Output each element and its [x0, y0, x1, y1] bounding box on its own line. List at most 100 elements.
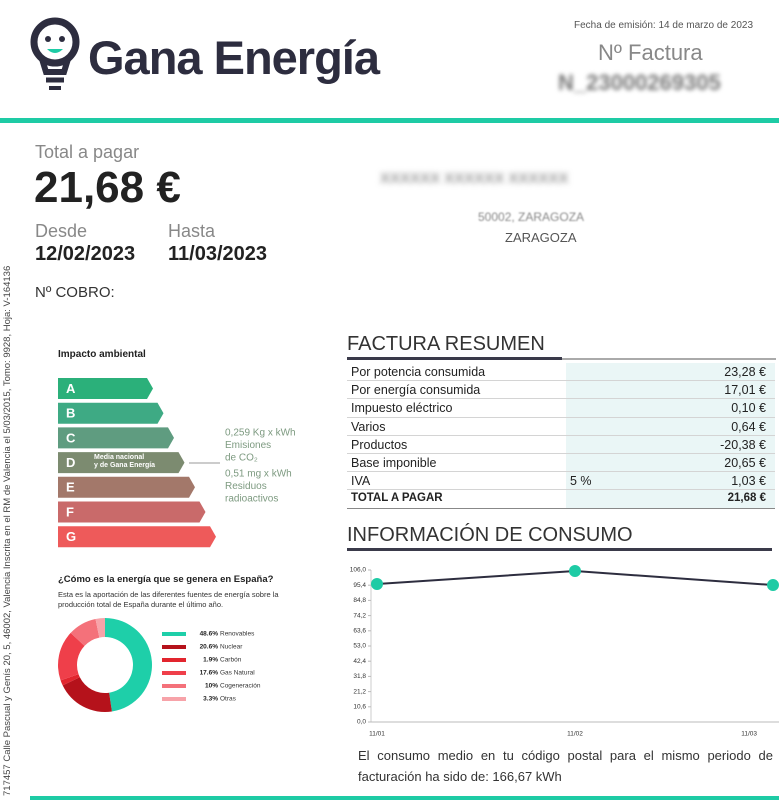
legend-name: Gas Natural	[220, 670, 255, 677]
waste-text: Residuos	[225, 481, 267, 492]
legend-name: Cogeneración	[220, 683, 261, 690]
x-tick-label: 11/01	[369, 731, 385, 738]
from-label: Desde	[35, 221, 88, 241]
rule	[562, 358, 776, 360]
table-row: Varios 0,64 €	[347, 417, 775, 436]
legend-swatch	[162, 697, 186, 701]
environment-title: Impacto ambiental	[58, 349, 146, 360]
logo-icon	[30, 17, 80, 90]
legend-swatch	[162, 645, 186, 649]
row-label: Base imponible	[351, 455, 437, 470]
y-tick-label: 74,2	[353, 612, 366, 619]
row-label: Impuesto eléctrico	[351, 401, 453, 416]
table-row: Base imponible 20,65 €	[347, 453, 775, 473]
row-shade	[566, 490, 775, 508]
consumption-caption: El consumo medio en tu código postal par…	[358, 748, 773, 784]
donut-subtitle: Esta es la aportación de las diferentes …	[58, 590, 279, 609]
summary-title: FACTURA RESUMEN	[347, 333, 545, 355]
donut-title: ¿Cómo es la energía que se genera en Esp…	[58, 574, 274, 585]
row-amount: 0,64 €	[731, 419, 766, 434]
legend-name: Otras	[220, 696, 237, 703]
rating-letter: G	[66, 529, 76, 544]
invoice-number: N_23000269305	[558, 70, 721, 95]
rating-letter: D	[66, 455, 75, 470]
y-tick-label: 53,0	[353, 643, 366, 650]
legend-swatch	[162, 671, 186, 675]
emissions-text: Emisiones	[225, 440, 271, 451]
marker	[371, 578, 383, 591]
legend-value: 10%	[205, 683, 218, 690]
province: ZARAGOZA	[505, 230, 577, 245]
legend-name: Renovables	[220, 631, 255, 638]
row-amount: 17,01 €	[724, 383, 766, 398]
legend-swatch	[162, 658, 186, 662]
rating-letter: B	[66, 406, 75, 421]
to-label: Hasta	[168, 221, 216, 241]
issue-date: Fecha de emisión: 14 de marzo de 2023	[574, 20, 753, 31]
rating-letter: F	[66, 504, 74, 519]
table-row: Impuesto eléctrico 0,10 €	[347, 399, 775, 418]
rule	[347, 548, 772, 551]
consumption-title: INFORMACIÓN DE CONSUMO	[347, 524, 633, 546]
postal-address: 50002, ZARAGOZA	[478, 210, 585, 224]
table-row: Productos -20,38 €	[347, 435, 775, 454]
table-row: Por potencia consumida 23,28 €	[347, 363, 775, 382]
x-tick-label: 11/02	[567, 731, 583, 738]
to-date: 11/03/2023	[168, 243, 267, 265]
y-tick-label: 21,2	[353, 688, 366, 695]
divider	[30, 796, 779, 800]
row-rate: 5 %	[570, 474, 592, 489]
legend-value: 1.9%	[203, 657, 218, 664]
row-amount: 1,03 €	[731, 474, 766, 489]
rating-bar	[58, 402, 164, 424]
row-label: IVA	[351, 474, 371, 489]
row-amount: 23,28 €	[724, 365, 766, 379]
rating-bar	[58, 476, 195, 498]
marker	[569, 565, 581, 578]
row-label: Por energía consumida	[351, 383, 481, 398]
row-amount: 20,65 €	[724, 455, 766, 470]
y-tick-label: 42,4	[353, 658, 366, 665]
line-chart: 0,0 10,6 21,2 31,8 42,4 53,0 63,6 74,2 84,8 95,4 1…	[350, 565, 779, 738]
total-label: Total a pagar	[35, 142, 140, 162]
donut-slice	[105, 618, 152, 712]
row-shade	[566, 417, 775, 435]
invoice-label: Nº Factura	[598, 40, 703, 65]
rating-bar	[58, 501, 206, 523]
legend-value: 17.6%	[200, 670, 219, 677]
row-amount: 0,10 €	[731, 401, 766, 416]
rating-bar	[58, 526, 216, 548]
donut-slice	[58, 632, 85, 681]
table-row: IVA 5 % 1,03 €	[347, 472, 775, 491]
legend-value: 20.6%	[200, 644, 219, 651]
row-shade	[566, 435, 775, 453]
row-shade	[566, 472, 775, 490]
waste-text: 0,51 mg x kWh	[225, 469, 292, 480]
x-tick-label: 11/03	[741, 731, 757, 738]
rating-bar	[58, 378, 153, 399]
average-label: Media nacional	[94, 454, 144, 461]
from-date: 12/02/2023	[35, 243, 136, 265]
table-row: TOTAL A PAGAR 21,68 €	[347, 490, 775, 509]
row-label: Productos	[351, 437, 408, 452]
legend-name: Carbón	[220, 657, 242, 664]
donut-slice	[60, 674, 80, 686]
waste-text: radioactivos	[225, 494, 278, 505]
customer-name: XXXXXX XXXXXX XXXXXX	[380, 170, 569, 187]
donut-slice	[62, 677, 112, 712]
y-tick-label: 63,6	[353, 628, 366, 635]
legend-value: 48.6%	[200, 631, 219, 638]
total: 21,68 €	[34, 163, 181, 212]
average-label: y de Gana Energía	[94, 462, 155, 469]
emissions-text: de CO₂	[225, 453, 258, 464]
y-tick-label: 106,0	[350, 567, 367, 574]
rating-bar	[58, 452, 185, 474]
row-label: Por potencia consumida	[351, 365, 486, 379]
rating-letter: E	[66, 480, 75, 495]
y-tick-label: 31,8	[353, 673, 366, 680]
brand: Gana Energía	[88, 31, 380, 84]
row-label: Varios	[351, 419, 386, 434]
